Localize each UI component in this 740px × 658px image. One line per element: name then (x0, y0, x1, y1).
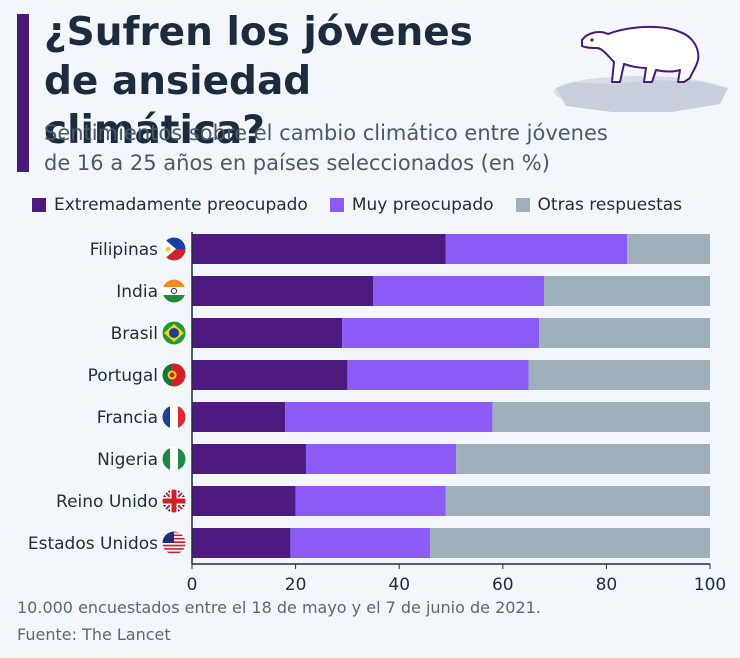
bar-segment (295, 486, 446, 516)
bar-segment (305, 444, 457, 474)
bar-segment (342, 318, 540, 348)
x-tick-label: 100 (694, 575, 726, 592)
flag-uk-icon (161, 488, 187, 514)
x-tick-label: 80 (596, 575, 618, 592)
x-tick-label: 40 (388, 575, 410, 592)
bar-segment (192, 486, 296, 516)
bar-segment (192, 360, 348, 390)
x-tick-label: 0 (187, 575, 198, 592)
legend-swatch-extremely (32, 198, 46, 212)
flag-usa-icon (161, 530, 187, 556)
category-label: Portugal (88, 366, 158, 386)
legend-item-very: Muy preocupado (329, 195, 494, 215)
subtitle-line-2: de 16 a 25 años en países seleccionados … (44, 151, 550, 175)
flag-brazil-icon (161, 320, 187, 346)
chart-subtitle: Sentimientos sobre el cambio climático e… (44, 118, 664, 178)
legend-label-extremely: Extremadamente preocupado (54, 195, 308, 215)
title-line-1: ¿Sufren los jóvenes (44, 10, 473, 55)
legend-label-very: Muy preocupado (351, 195, 494, 215)
category-label: India (116, 282, 158, 302)
bar-segment (290, 528, 431, 558)
chart-legend: Extremadamente preocupado Muy preocupado… (32, 194, 682, 216)
category-label: Francia (97, 408, 158, 428)
bar-segment (285, 402, 493, 432)
bar-segment (528, 360, 710, 390)
bar-segment (445, 486, 710, 516)
stacked-bar-chart: Filipinas India Brasil Portugal Francia Niger… (28, 232, 726, 592)
bar-segment (430, 528, 710, 558)
bar-segment (347, 360, 529, 390)
bar-segment (627, 234, 710, 264)
bar-segment (544, 276, 710, 306)
category-label: Reino Unido (56, 492, 158, 512)
bar-segment (192, 276, 374, 306)
bar-segment (192, 234, 446, 264)
category-label: Filipinas (90, 240, 158, 260)
bar-segment (192, 444, 306, 474)
bar-segment (445, 234, 628, 264)
bar-segment (192, 402, 286, 432)
bar-segment (192, 318, 343, 348)
bar-segment (456, 444, 710, 474)
legend-item-other: Otras respuestas (515, 195, 683, 215)
category-label: Estados Unidos (28, 534, 158, 554)
flag-philippines-icon (161, 236, 187, 262)
flag-india-icon (161, 278, 187, 304)
footnote: 10.000 encuestados entre el 18 de mayo y… (17, 598, 541, 617)
bar-segment (492, 402, 710, 432)
category-label: Brasil (111, 324, 158, 344)
category-label: Nigeria (97, 450, 158, 470)
source-note: Fuente: The Lancet (17, 625, 171, 644)
legend-swatch-very (329, 198, 344, 212)
flag-nigeria-icon (161, 446, 187, 472)
bar-segment (373, 276, 545, 306)
bar-segment (192, 528, 291, 558)
accent-bar (17, 14, 29, 172)
bar-segment (539, 318, 710, 348)
legend-label-other: Otras respuestas (537, 195, 683, 215)
flag-france-icon (161, 404, 187, 430)
subtitle-line-1: Sentimientos sobre el cambio climático e… (44, 121, 608, 145)
x-tick-label: 60 (492, 575, 514, 592)
chart-title: ¿Sufren los jóvenes de ansiedad climátic… (44, 8, 544, 155)
legend-swatch-other (515, 198, 530, 212)
flag-portugal-icon (161, 362, 187, 388)
legend-item-extremely: Extremadamente preocupado (32, 195, 308, 215)
x-tick-label: 20 (285, 575, 307, 592)
polar-bear-icon (554, 25, 728, 112)
title-line-2: de ansiedad climática? (44, 59, 312, 153)
